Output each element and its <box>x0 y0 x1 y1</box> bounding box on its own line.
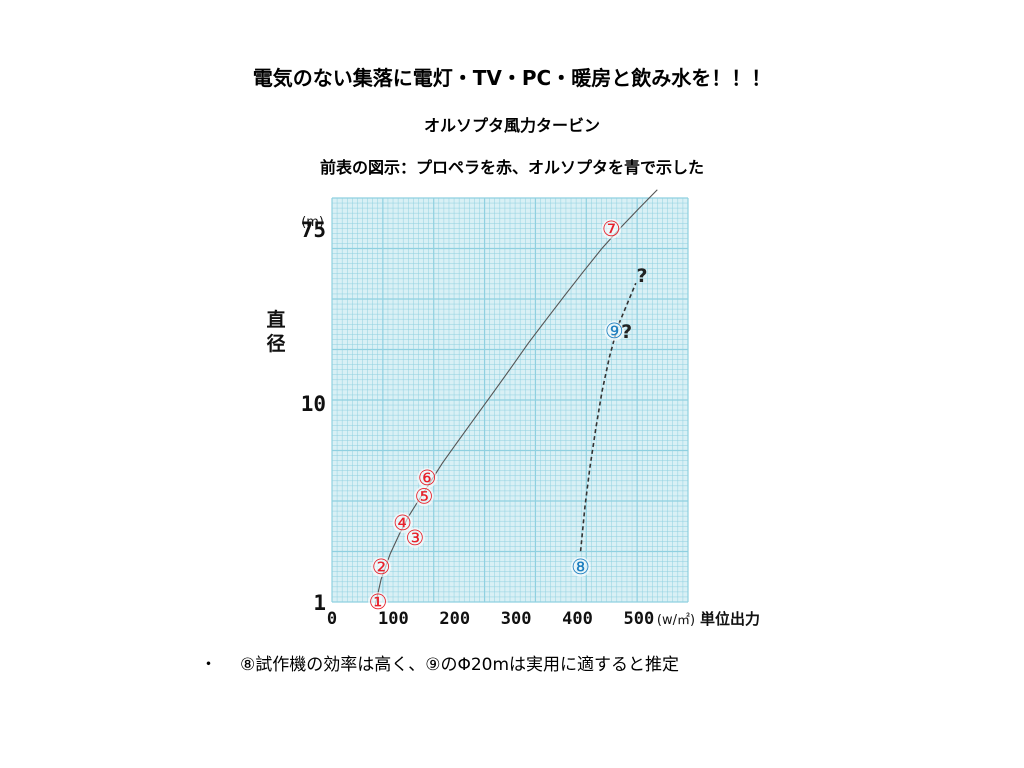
point-backdrop <box>604 321 625 342</box>
bullet-icon: ・ <box>200 655 217 675</box>
data-point-label: ③ <box>405 526 424 550</box>
data-point-label: ⑥ <box>418 466 437 490</box>
x-tick-label: 100 <box>378 609 409 629</box>
y-tick-label: 75 <box>301 218 326 242</box>
point-backdrop <box>570 556 591 577</box>
data-point-label: ② <box>372 555 391 579</box>
page-title: 電気のない集落に電灯・TV・PC・暖房と飲み水を！！！ <box>252 66 772 90</box>
data-point-label: ⑨ <box>605 319 624 343</box>
x-tick-label: 500 <box>624 609 655 629</box>
x-tick-label: 400 <box>562 609 593 629</box>
point-backdrop <box>368 592 389 612</box>
y-tick-label: 1 <box>313 591 326 615</box>
point-backdrop <box>392 512 413 533</box>
data-point-label: ⑤ <box>415 484 434 508</box>
x-axis-label: 単位出力 <box>700 610 760 628</box>
data-point-label: ① <box>369 590 388 614</box>
x-tick-label: 300 <box>501 609 532 629</box>
x-tick-label: 0 <box>327 609 337 629</box>
point-backdrop <box>417 467 438 488</box>
chart-caption: 前表の図示：プロペラを赤、オルソプタを青で示した <box>319 158 704 177</box>
note-text: ⑧試作機の効率は高く、⑨のΦ20mは実用に適すると推定 <box>240 655 680 675</box>
y-unit-label: (m) <box>301 215 324 230</box>
y-tick-label: 10 <box>301 392 326 416</box>
series-line-orthopter <box>579 282 637 552</box>
page-subtitle: オルソプタ風力タービン <box>423 116 600 135</box>
data-point-label: ④ <box>393 511 412 535</box>
point-backdrop <box>601 218 622 239</box>
y-axis-label: 直 <box>266 308 285 331</box>
x-unit-label: (w/㎡) <box>657 613 695 628</box>
annotation-question: ? <box>621 321 632 343</box>
y-axis-label: 径 <box>266 333 285 355</box>
annotation-question: ? <box>636 265 647 287</box>
data-point-label: ⑦ <box>602 217 621 241</box>
x-tick-label: 200 <box>439 609 470 629</box>
point-backdrop <box>414 486 435 507</box>
note-line: ・ ⑧試作機の効率は高く、⑨のΦ20mは実用に適すると推定 <box>200 650 679 675</box>
data-point-label: ⑧ <box>571 555 590 579</box>
point-backdrop <box>371 556 392 577</box>
point-backdrop <box>404 527 425 548</box>
